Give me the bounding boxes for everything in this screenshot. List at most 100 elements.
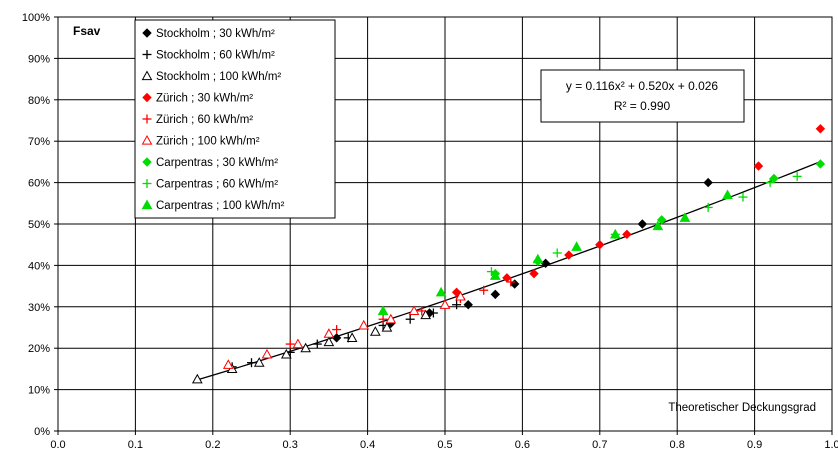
y-tick-label: 40% — [28, 260, 50, 272]
data-point — [815, 124, 826, 134]
legend-label: Zürich ; 60 kWh/m² — [156, 114, 253, 126]
x-tick-label: 0.9 — [747, 439, 762, 451]
y-tick-label: 80% — [28, 95, 50, 107]
legend-label: Carpentras ; 100 kWh/m² — [156, 200, 285, 212]
data-points — [191, 124, 826, 384]
data-point — [332, 325, 342, 335]
legend-label: Stockholm ; 100 kWh/m² — [156, 71, 281, 83]
legend-marker — [142, 92, 152, 103]
data-point — [765, 178, 775, 188]
data-point — [323, 328, 335, 338]
legend-marker — [141, 134, 153, 145]
y-tick-label: 70% — [28, 136, 50, 148]
data-point — [637, 219, 648, 229]
data-point — [552, 248, 562, 258]
data-point — [417, 306, 427, 316]
data-point — [564, 250, 574, 260]
equation-box — [540, 69, 745, 123]
x-tick-label: 0.1 — [128, 439, 143, 451]
y-tick-label: 90% — [28, 53, 50, 65]
data-point — [385, 313, 397, 324]
x-tick-label: 0.3 — [283, 439, 298, 451]
legend-box — [134, 19, 336, 219]
data-point — [331, 333, 342, 343]
trendline-equation: y = 0.116x² + 0.520x + 0.026 — [566, 79, 719, 93]
legend-marker — [141, 70, 153, 81]
data-point — [323, 336, 335, 347]
legend-marker — [142, 28, 152, 38]
data-point — [703, 177, 713, 188]
series-2 — [191, 309, 431, 384]
data-point — [439, 299, 451, 309]
data-point — [509, 279, 520, 289]
legend-marker — [142, 179, 152, 188]
data-point — [435, 286, 447, 297]
series-8 — [377, 189, 733, 316]
legend-label: Carpentras ; 30 kWh/m² — [156, 157, 278, 169]
legend: Stockholm ; 30 kWh/m² Stockholm ; 60 kWh/… — [134, 19, 336, 219]
data-point — [408, 305, 420, 316]
x-axis-title: Theoretischer Deckungsgrad — [668, 402, 816, 414]
data-point — [595, 239, 605, 250]
data-point — [529, 268, 539, 279]
data-point — [247, 358, 256, 368]
data-point — [609, 228, 621, 239]
data-point — [405, 314, 415, 324]
y-tick-label: 10% — [28, 385, 50, 397]
x-tick-label: 0.7 — [592, 439, 607, 451]
data-point — [312, 339, 322, 349]
data-point — [479, 285, 489, 295]
series-1 — [227, 300, 462, 372]
data-point — [358, 319, 370, 330]
x-tick-label: 0.4 — [360, 439, 375, 451]
data-point — [657, 215, 667, 225]
data-point — [486, 267, 496, 277]
x-tick-label: 0.5 — [437, 439, 452, 451]
data-point — [463, 300, 473, 310]
trendline-r-squared: R² = 0.990 — [614, 99, 671, 113]
y-tick-label: 20% — [28, 343, 50, 355]
data-point — [346, 332, 358, 342]
data-point — [815, 159, 826, 169]
legend-marker — [142, 157, 152, 167]
legend-label: Zürich ; 100 kWh/m² — [156, 136, 260, 148]
data-point — [679, 212, 691, 222]
legend-marker — [141, 199, 153, 210]
data-point — [452, 300, 462, 310]
data-point — [703, 202, 713, 212]
data-point — [489, 270, 501, 280]
y-tick-label: 60% — [28, 178, 50, 190]
series-5 — [222, 290, 466, 369]
data-point — [369, 326, 381, 336]
data-point — [253, 357, 265, 367]
data-point — [540, 258, 551, 269]
series-3 — [451, 124, 826, 298]
y-tick-label: 0% — [34, 426, 50, 438]
trendline-equation-box: y = 0.116x² + 0.520x + 0.026 R² = 0.990 — [540, 69, 745, 123]
y-axis-title: Fsav — [73, 24, 101, 38]
data-point — [455, 290, 466, 301]
data-point — [532, 253, 544, 264]
legend-label: Stockholm ; 30 kWh/m² — [156, 28, 275, 40]
x-tick-label: 0.2 — [205, 439, 220, 451]
data-point — [381, 321, 393, 332]
data-point — [722, 189, 733, 200]
plot-area-border — [57, 16, 833, 432]
data-point — [506, 277, 516, 287]
data-point — [622, 229, 632, 240]
data-point — [222, 359, 234, 369]
data-point — [191, 373, 203, 384]
data-point — [285, 339, 295, 349]
x-tick-label: 0.0 — [50, 439, 65, 451]
data-point — [490, 289, 501, 300]
data-point — [420, 309, 431, 320]
data-point — [753, 161, 764, 171]
data-point — [738, 192, 748, 202]
data-point — [378, 314, 388, 324]
y-tick-label: 50% — [28, 219, 50, 231]
data-point — [300, 342, 312, 353]
legend-marker — [142, 114, 152, 124]
data-point — [571, 241, 582, 251]
x-tick-label: 1.0 — [824, 439, 838, 451]
